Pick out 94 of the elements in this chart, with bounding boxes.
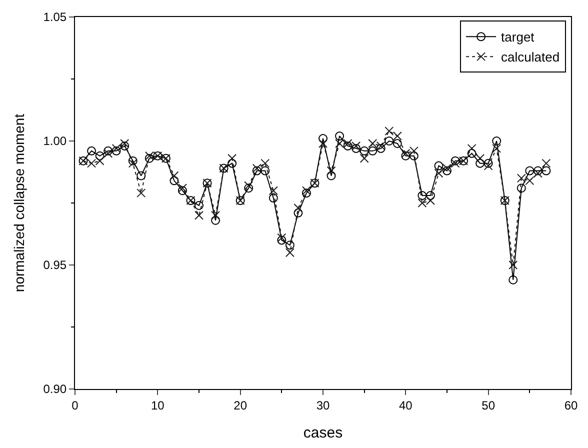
- point: [508, 275, 518, 284]
- point: [95, 151, 104, 160]
- point: [87, 146, 96, 156]
- point: [277, 236, 286, 245]
- x-tick-label: 10: [150, 398, 165, 412]
- point: [508, 260, 518, 270]
- point: [194, 210, 204, 220]
- point: [104, 148, 113, 158]
- point: [112, 144, 121, 153]
- point: [442, 164, 452, 173]
- point: [178, 186, 187, 196]
- point: [533, 166, 542, 176]
- point: [352, 144, 361, 153]
- point: [426, 191, 435, 200]
- point: [492, 136, 502, 146]
- point: [409, 151, 418, 160]
- point: [335, 132, 344, 141]
- x-tick-label: 30: [316, 398, 330, 412]
- point: [467, 148, 476, 158]
- point: [533, 168, 542, 178]
- point: [326, 166, 336, 176]
- point: [392, 138, 402, 148]
- point: [467, 144, 476, 153]
- point: [260, 158, 270, 168]
- x-tick-label: 60: [564, 398, 578, 412]
- point: [120, 138, 130, 148]
- point: [170, 171, 179, 180]
- point: [542, 166, 551, 176]
- point: [450, 156, 460, 166]
- point: [302, 188, 311, 198]
- point: [302, 186, 311, 196]
- point: [360, 154, 369, 163]
- x-tick-label: 40: [398, 398, 413, 412]
- point: [120, 141, 130, 150]
- point: [401, 151, 410, 160]
- point: [244, 184, 254, 193]
- point: [252, 164, 262, 173]
- point: [326, 171, 336, 180]
- point: [144, 154, 154, 163]
- point: [211, 210, 220, 220]
- point: [476, 154, 485, 163]
- point: [516, 184, 526, 193]
- point: [228, 154, 237, 163]
- point: [112, 146, 121, 156]
- point: [418, 191, 427, 200]
- point: [228, 158, 237, 168]
- x-tick-label: 0: [72, 398, 79, 412]
- point: [128, 156, 138, 166]
- point: [376, 144, 386, 153]
- point: [484, 161, 493, 170]
- point: [542, 158, 551, 168]
- point: [128, 158, 138, 168]
- y-tick-label: 1.00: [43, 134, 67, 148]
- point: [384, 126, 394, 136]
- y-tick-label: 1.05: [43, 10, 67, 24]
- point: [194, 200, 204, 210]
- point: [318, 134, 328, 144]
- point: [294, 208, 303, 218]
- x-axis-title: cases: [303, 424, 343, 442]
- legend-label: calculated: [501, 50, 560, 65]
- point: [484, 158, 493, 168]
- point: [211, 216, 220, 225]
- point: [260, 166, 270, 176]
- point: [252, 166, 262, 176]
- point: [442, 166, 452, 176]
- point: [343, 141, 352, 150]
- point: [170, 176, 179, 186]
- point: [285, 240, 294, 250]
- y-axis-title: normalized collapse moment: [10, 114, 27, 292]
- point: [434, 161, 444, 170]
- point: [268, 186, 278, 196]
- point: [136, 171, 146, 180]
- x-tick-label: 20: [234, 398, 248, 412]
- x-tick-label: 50: [482, 398, 496, 412]
- point: [178, 184, 187, 193]
- point: [318, 138, 328, 148]
- point: [384, 136, 394, 146]
- point: [525, 166, 534, 176]
- point: [434, 168, 444, 178]
- point: [392, 132, 402, 141]
- point: [492, 144, 502, 153]
- point: [136, 188, 146, 198]
- point: [268, 194, 278, 203]
- point: [277, 233, 286, 242]
- point: [244, 181, 254, 190]
- point: [476, 158, 485, 168]
- point: [285, 248, 294, 258]
- point: [360, 146, 369, 156]
- y-tick-label: 0.95: [43, 258, 67, 272]
- point: [104, 146, 113, 156]
- point: [294, 203, 303, 212]
- legend-label: target: [501, 30, 535, 45]
- point: [368, 146, 378, 156]
- y-tick-label: 0.90: [43, 382, 67, 396]
